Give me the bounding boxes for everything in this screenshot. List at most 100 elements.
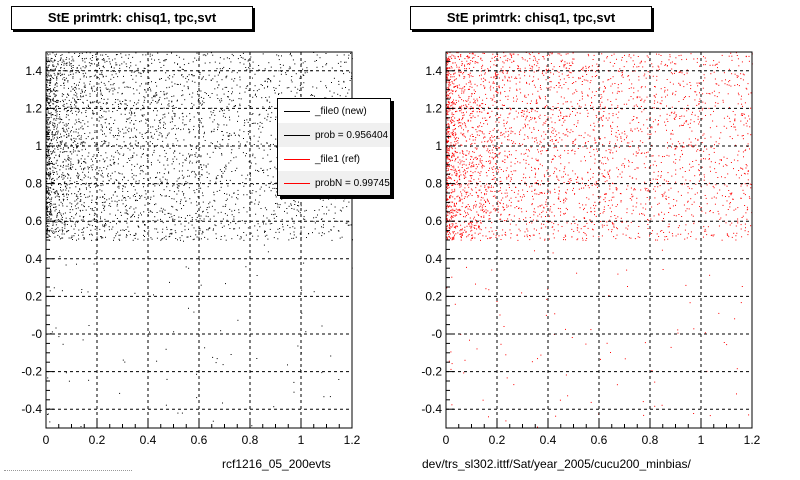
scatter-point bbox=[76, 194, 78, 196]
scatter-point bbox=[455, 214, 457, 216]
scatter-point bbox=[500, 68, 502, 70]
scatter-point bbox=[86, 226, 88, 228]
scatter-point bbox=[611, 133, 612, 135]
scatter-point bbox=[279, 64, 281, 65]
scatter-point bbox=[549, 89, 551, 91]
scatter-point bbox=[87, 223, 89, 225]
scatter-point bbox=[749, 148, 750, 150]
scatter-point bbox=[450, 135, 452, 137]
scatter-point bbox=[80, 96, 82, 98]
scatter-point bbox=[54, 54, 56, 56]
scatter-point bbox=[54, 134, 56, 136]
scatter-point bbox=[85, 66, 87, 68]
scatter-point bbox=[54, 221, 56, 223]
scatter-point bbox=[630, 87, 632, 89]
scatter-point bbox=[188, 228, 189, 230]
scatter-point bbox=[116, 180, 118, 181]
scatter-point bbox=[664, 91, 666, 93]
scatter-point bbox=[55, 132, 56, 134]
scatter-point bbox=[150, 126, 152, 128]
scatter-point bbox=[330, 203, 332, 205]
scatter-point bbox=[609, 207, 611, 209]
scatter-point bbox=[737, 207, 739, 209]
scatter-point bbox=[82, 231, 84, 233]
scatter-point bbox=[159, 122, 161, 124]
scatter-point bbox=[645, 156, 647, 158]
scatter-point bbox=[299, 212, 301, 214]
scatter-point bbox=[149, 177, 151, 179]
scatter-point bbox=[126, 218, 128, 220]
scatter-point bbox=[615, 188, 617, 190]
scatter-point bbox=[92, 111, 94, 113]
scatter-point bbox=[80, 122, 82, 124]
scatter-point bbox=[476, 61, 478, 63]
scatter-point bbox=[138, 182, 140, 184]
scatter-point bbox=[84, 86, 86, 88]
scatter-point bbox=[68, 380, 70, 382]
scatter-point bbox=[544, 115, 546, 116]
scatter-point bbox=[231, 53, 233, 55]
scatter-point bbox=[538, 52, 540, 54]
scatter-point bbox=[110, 84, 112, 86]
scatter-point bbox=[55, 167, 57, 169]
scatter-point bbox=[60, 213, 62, 215]
scatter-point bbox=[316, 54, 318, 56]
scatter-point bbox=[617, 90, 619, 92]
scatter-point bbox=[154, 59, 155, 61]
y-tick-label: 1.2 bbox=[25, 101, 42, 115]
scatter-point bbox=[98, 173, 99, 175]
scatter-point bbox=[459, 97, 461, 99]
scatter-point bbox=[98, 120, 100, 122]
scatter-point bbox=[728, 68, 730, 70]
scatter-point bbox=[48, 72, 50, 74]
scatter-point bbox=[77, 198, 79, 199]
scatter-point bbox=[171, 96, 173, 97]
scatter-point bbox=[56, 221, 58, 223]
scatter-point bbox=[87, 155, 89, 157]
scatter-point bbox=[301, 312, 303, 314]
scatter-point bbox=[106, 102, 108, 103]
scatter-point bbox=[62, 178, 64, 180]
scatter-point bbox=[95, 213, 97, 215]
scatter-point bbox=[123, 153, 125, 155]
scatter-point bbox=[467, 119, 469, 121]
scatter-point bbox=[260, 167, 262, 169]
scatter-point bbox=[156, 130, 158, 132]
scatter-point bbox=[163, 107, 165, 109]
scatter-point bbox=[447, 199, 449, 201]
scatter-point bbox=[270, 81, 272, 83]
scatter-point bbox=[204, 131, 205, 133]
scatter-point bbox=[135, 180, 137, 182]
scatter-point bbox=[450, 164, 452, 166]
scatter-point bbox=[718, 92, 720, 94]
scatter-point bbox=[631, 177, 633, 179]
scatter-point bbox=[294, 95, 296, 97]
scatter-point bbox=[463, 161, 465, 163]
scatter-point bbox=[66, 57, 68, 59]
scatter-point bbox=[151, 211, 153, 213]
scatter-point bbox=[107, 176, 109, 178]
scatter-point bbox=[119, 64, 121, 66]
scatter-point bbox=[76, 263, 77, 265]
scatter-point bbox=[658, 155, 660, 157]
scatter-point bbox=[49, 129, 51, 131]
scatter-point bbox=[446, 104, 448, 105]
scatter-point bbox=[640, 153, 642, 154]
scatter-point bbox=[464, 226, 466, 228]
scatter-point bbox=[203, 164, 205, 166]
scatter-point bbox=[465, 176, 467, 178]
scatter-point bbox=[313, 220, 315, 222]
scatter-point bbox=[199, 218, 201, 220]
scatter-point bbox=[50, 187, 52, 189]
scatter-point bbox=[574, 153, 576, 155]
scatter-point bbox=[187, 236, 189, 238]
scatter-point bbox=[191, 217, 193, 219]
scatter-point bbox=[64, 225, 66, 227]
scatter-point bbox=[120, 214, 122, 216]
scatter-point bbox=[76, 121, 78, 123]
scatter-point bbox=[338, 83, 340, 85]
scatter-point bbox=[524, 231, 526, 233]
scatter-point bbox=[47, 110, 49, 112]
scatter-point bbox=[49, 204, 51, 206]
scatter-point bbox=[68, 174, 70, 176]
